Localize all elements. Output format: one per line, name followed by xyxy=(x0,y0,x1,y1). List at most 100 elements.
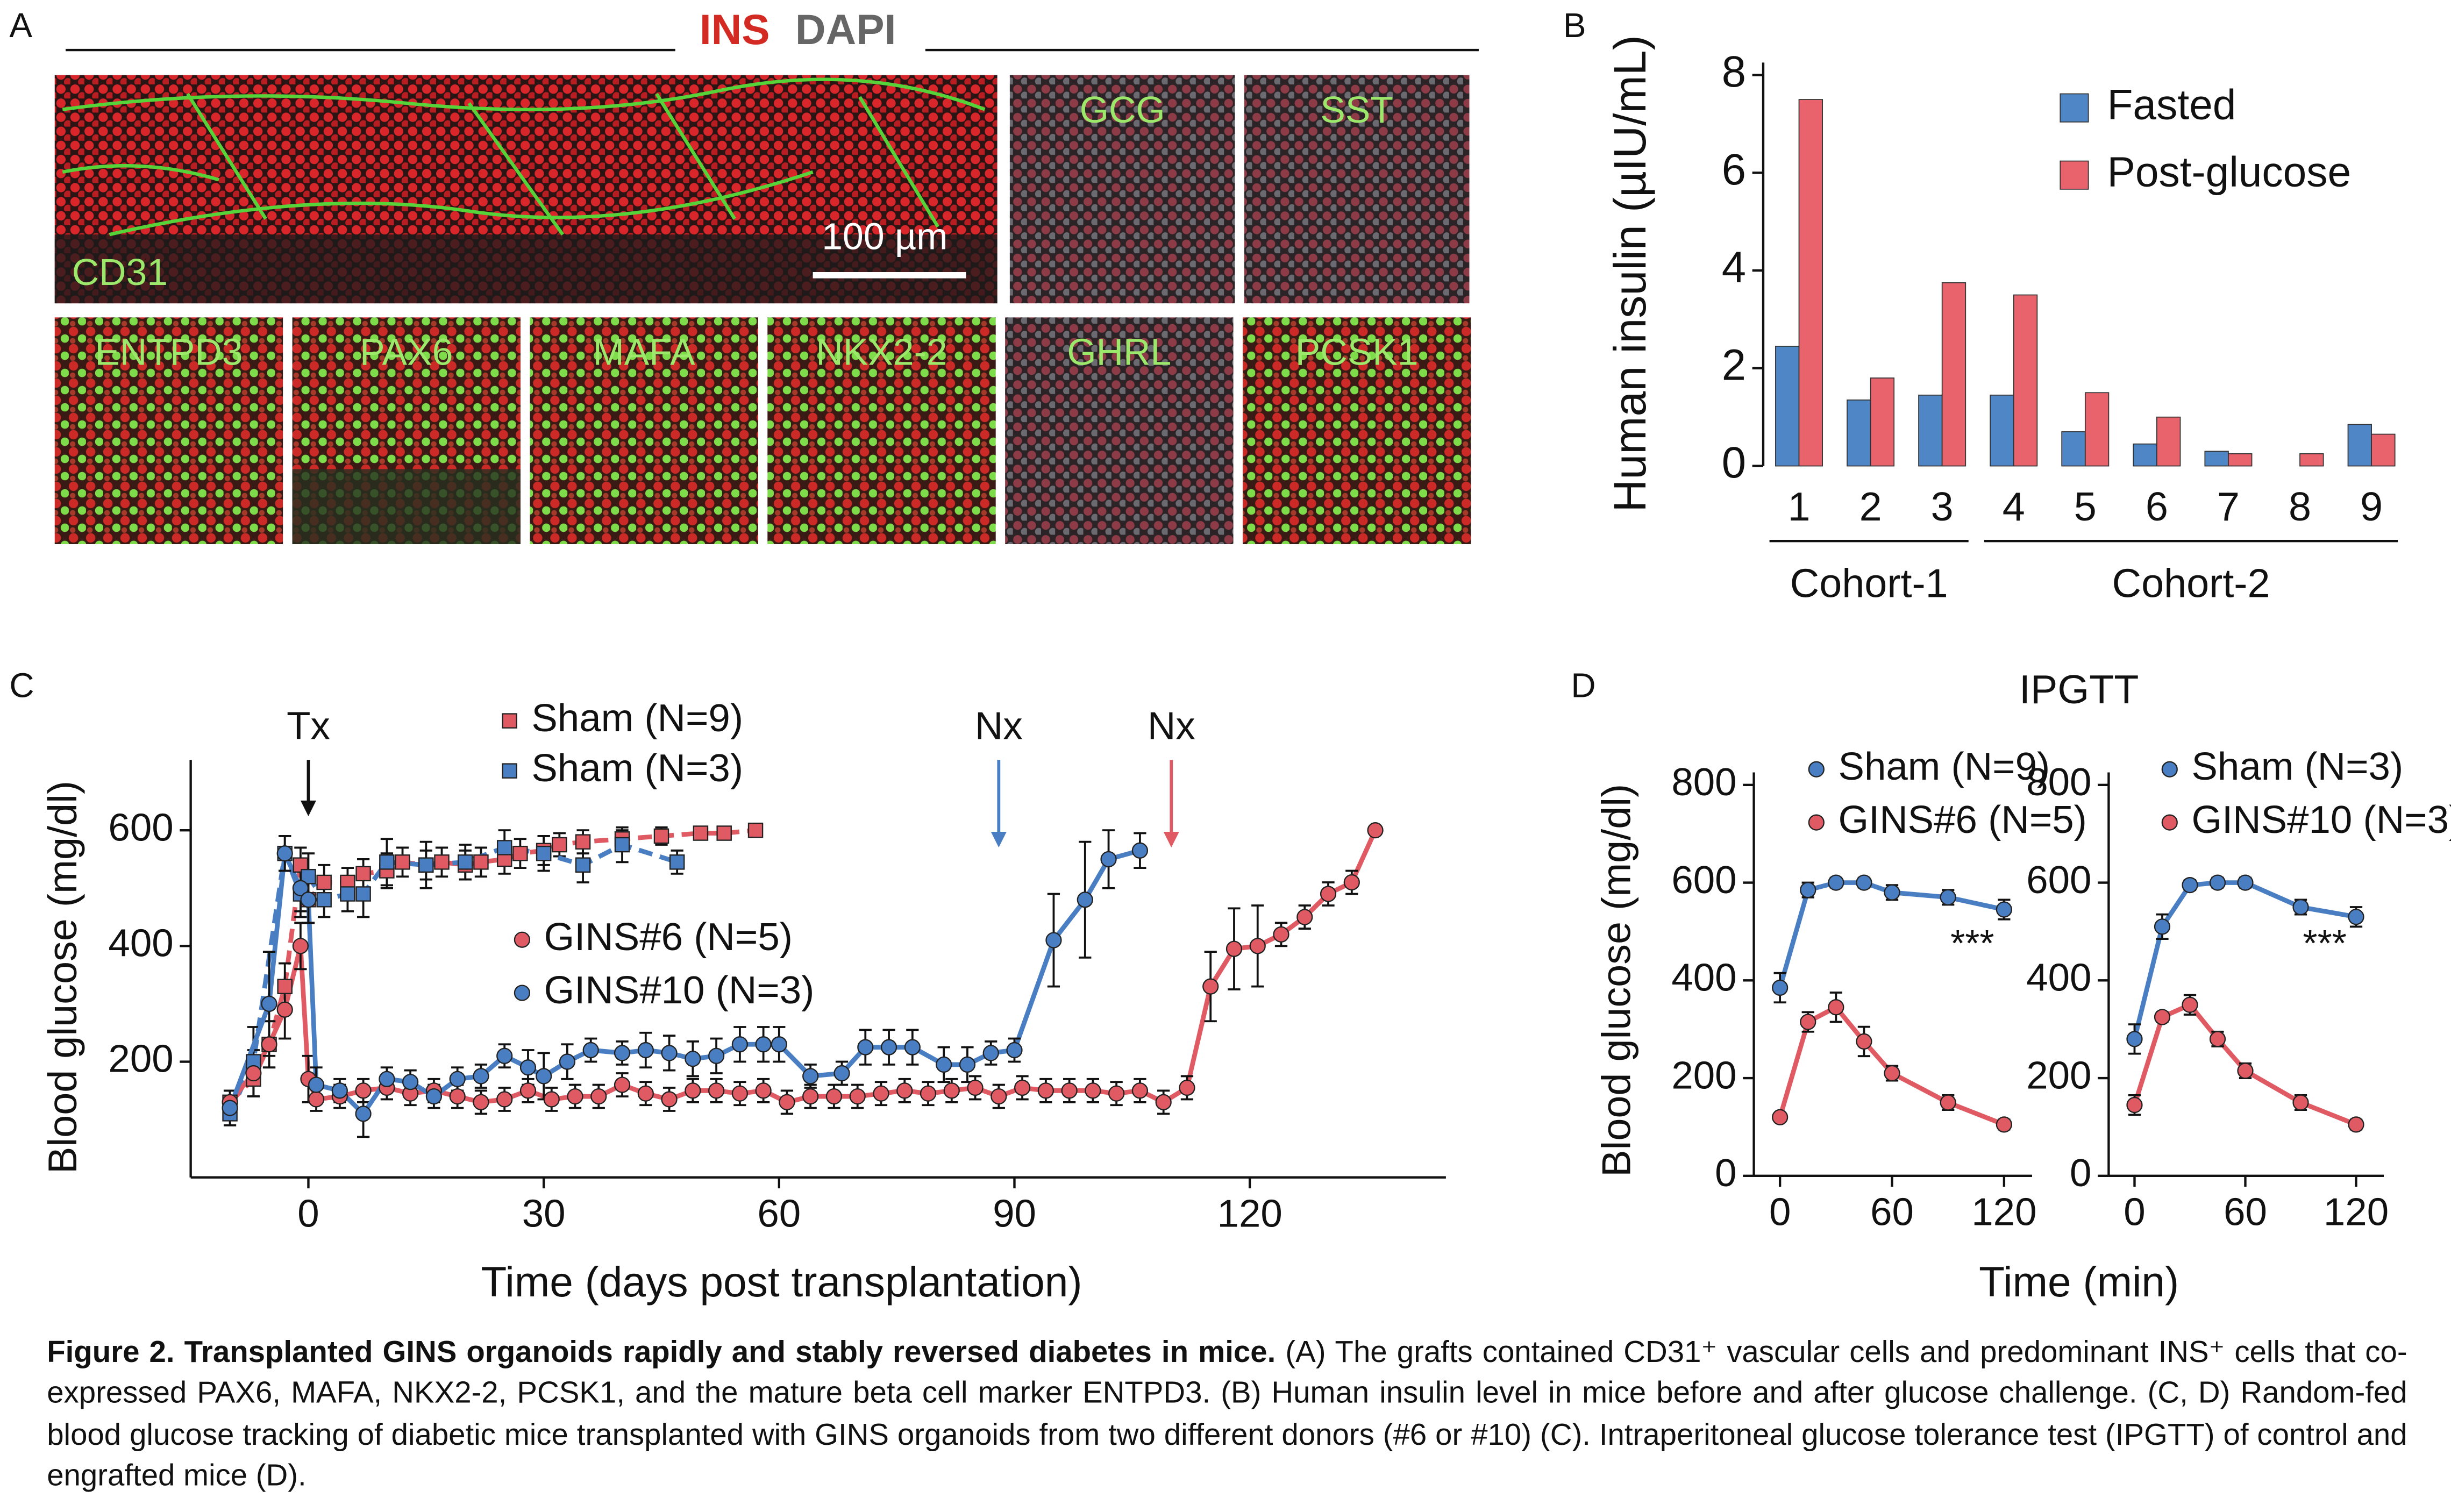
data-point xyxy=(402,1074,419,1090)
data-point xyxy=(1061,1082,1078,1099)
significance-label: *** xyxy=(2303,922,2346,964)
data-point xyxy=(755,1036,772,1053)
y-tick-label: 400 xyxy=(108,922,173,965)
data-point xyxy=(1772,1109,1789,1125)
stain-label: INS xyxy=(700,6,770,53)
data-point xyxy=(575,834,591,850)
data-point xyxy=(1800,882,1816,898)
data-point xyxy=(536,1068,552,1085)
x-tick-label: 120 xyxy=(1971,1190,2036,1234)
y-tick-label: 800 xyxy=(1671,760,1736,804)
data-point xyxy=(261,995,277,1012)
tile-label: GCG xyxy=(1080,89,1165,131)
y-axis-label: Human insulin (µIU/mL) xyxy=(1605,35,1655,512)
data-point xyxy=(355,1106,372,1122)
data-point xyxy=(2292,898,2309,916)
data-point xyxy=(1202,978,1219,995)
data-point xyxy=(379,1071,395,1087)
y-tick-label: 200 xyxy=(2026,1053,2091,1097)
data-point xyxy=(245,1065,262,1082)
data-point xyxy=(434,854,450,870)
data-point xyxy=(449,1088,466,1105)
caption-text: (A) The grafts contained CD31⁺ vascular … xyxy=(47,1335,2407,1494)
data-point xyxy=(473,854,489,870)
legend-marker xyxy=(2161,761,2178,778)
data-point xyxy=(1085,1082,1101,1099)
y-tick-label: 200 xyxy=(108,1037,173,1081)
data-point xyxy=(2209,1031,2226,1047)
panel-label: D xyxy=(1571,666,1595,704)
bar xyxy=(2228,453,2253,467)
y-tick-label: 4 xyxy=(1722,243,1746,292)
data-point xyxy=(1045,932,1062,948)
data-point xyxy=(292,938,309,954)
data-point xyxy=(880,1039,897,1055)
group-label: Cohort-2 xyxy=(2112,561,2270,606)
data-point xyxy=(1226,940,1243,957)
x-tick-label: 6 xyxy=(2146,484,2168,530)
y-tick-label: 400 xyxy=(2026,956,2091,1000)
legend-label: GINS#6 (N=5) xyxy=(1839,798,2087,841)
data-point xyxy=(708,1082,725,1099)
x-tick-label: 3 xyxy=(1931,484,1954,530)
legend-marker xyxy=(1808,814,1825,831)
data-point xyxy=(1367,822,1384,839)
data-point xyxy=(943,1082,960,1099)
data-point xyxy=(567,1088,583,1105)
data-point xyxy=(2182,876,2198,894)
x-tick-label: 120 xyxy=(2324,1190,2389,1234)
data-point xyxy=(849,1088,866,1105)
bar xyxy=(1798,99,1823,467)
bar xyxy=(2061,431,2086,467)
panel-title: IPGTT xyxy=(2019,667,2139,712)
data-point xyxy=(559,1053,576,1070)
y-tick-label: 2 xyxy=(1722,340,1746,389)
data-point xyxy=(1131,842,1149,859)
data-point xyxy=(340,886,355,902)
data-point xyxy=(425,1088,443,1105)
data-point xyxy=(473,1068,489,1085)
tile-label: NKX2-2 xyxy=(816,331,947,373)
bar xyxy=(2156,416,2181,467)
x-tick-label: 90 xyxy=(993,1192,1036,1236)
x-tick-label: 30 xyxy=(522,1192,566,1236)
data-point xyxy=(982,1045,999,1061)
data-point xyxy=(496,1091,513,1108)
data-point xyxy=(379,854,395,870)
legend-label: Fasted xyxy=(2107,81,2236,128)
data-point xyxy=(1343,874,1360,891)
data-point xyxy=(2154,918,2171,935)
data-point xyxy=(771,1036,787,1053)
data-point xyxy=(685,1051,701,1067)
data-point xyxy=(1856,1033,1872,1050)
tile-label: PAX6 xyxy=(360,331,453,373)
data-point xyxy=(355,1082,372,1099)
data-point xyxy=(1772,979,1789,996)
scale-bar-label: 100 µm xyxy=(822,215,947,257)
data-point xyxy=(920,1085,937,1102)
data-point xyxy=(833,1065,850,1082)
caption: Figure 2. Transplanted GINS organoids ra… xyxy=(47,1332,2407,1497)
bar xyxy=(1918,394,1943,467)
micrograph xyxy=(1009,75,1235,304)
micrograph xyxy=(530,317,758,544)
vessel-stain xyxy=(62,77,986,237)
data-point xyxy=(519,1059,537,1076)
data-point xyxy=(543,1091,560,1108)
data-point xyxy=(669,854,685,870)
data-point xyxy=(308,1076,325,1093)
legend-marker xyxy=(502,713,517,729)
data-point xyxy=(1940,1094,1956,1111)
data-point xyxy=(1884,884,1900,901)
data-point xyxy=(2209,874,2226,891)
data-point xyxy=(300,891,317,908)
x-tick-label: 120 xyxy=(1217,1192,1282,1236)
micrograph-shade xyxy=(292,469,521,544)
y-tick-label: 0 xyxy=(2070,1151,2091,1195)
data-point xyxy=(261,1036,277,1053)
data-point xyxy=(779,1094,795,1110)
x-tick-label: 0 xyxy=(2124,1190,2145,1234)
legend-label: GINS#10 (N=3) xyxy=(544,968,815,1012)
data-point xyxy=(653,828,669,844)
